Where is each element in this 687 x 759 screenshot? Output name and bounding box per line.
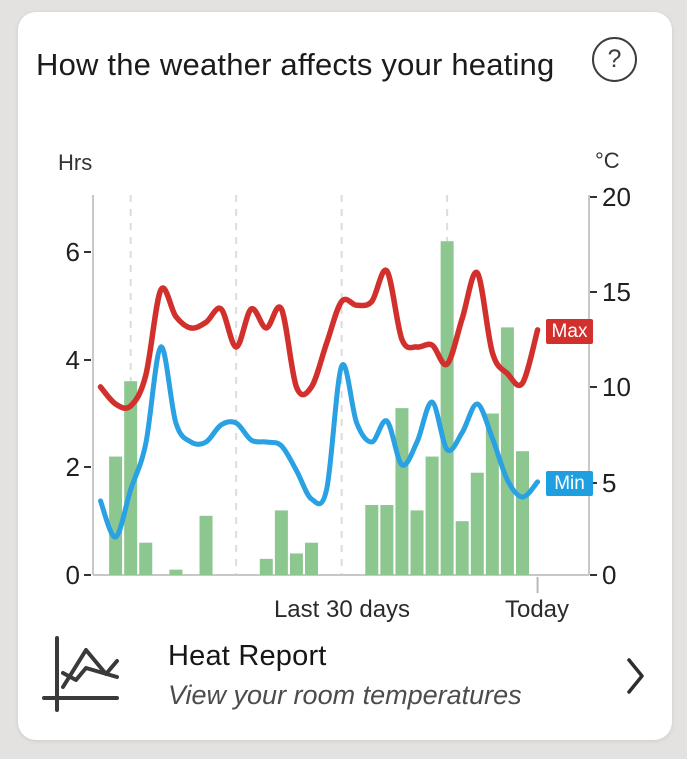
right-axis-unit: °C: [595, 148, 620, 173]
min-series-badge-label: Min: [554, 473, 585, 494]
min-series-badge: Min: [546, 471, 593, 496]
left-tick-2: 2: [66, 452, 80, 482]
left-tick-4: 4: [66, 345, 80, 375]
right-tick-5: 5: [602, 468, 616, 498]
heat-report-row[interactable]: Heat Report View your room temperatures: [18, 627, 672, 727]
min-line-group: [98, 344, 541, 540]
right-tick-15: 15: [602, 277, 631, 307]
heat-report-chart-icon: [42, 636, 119, 712]
heating-chart: Hrs °C 6 4 2 0 20 15 10 5 0 Last 30 days…: [58, 148, 631, 623]
question-mark-icon: ?: [607, 45, 622, 73]
max-series-badge: Max: [546, 319, 593, 344]
left-axis-unit: Hrs: [58, 150, 92, 175]
card-title: How the weather affects your heating: [36, 47, 555, 82]
left-tick-0: 0: [66, 560, 80, 590]
heat-report-subtitle: View your room temperatures: [168, 680, 522, 710]
help-button[interactable]: ?: [592, 37, 637, 82]
xaxis-label-last-30-days: Last 30 days: [274, 596, 410, 623]
left-tick-6: 6: [66, 237, 80, 267]
max-series-badge-label: Max: [551, 321, 588, 342]
right-tick-20: 20: [602, 182, 631, 212]
right-tick-10: 10: [602, 372, 631, 402]
heat-report-title: Heat Report: [168, 640, 327, 672]
xaxis-label-today: Today: [505, 596, 569, 623]
weather-heating-card: How the weather affects your heating ? H…: [18, 12, 672, 740]
right-tick-0: 0: [602, 560, 616, 590]
max-line-group: [97, 267, 541, 411]
chevron-right-icon[interactable]: [626, 657, 646, 695]
